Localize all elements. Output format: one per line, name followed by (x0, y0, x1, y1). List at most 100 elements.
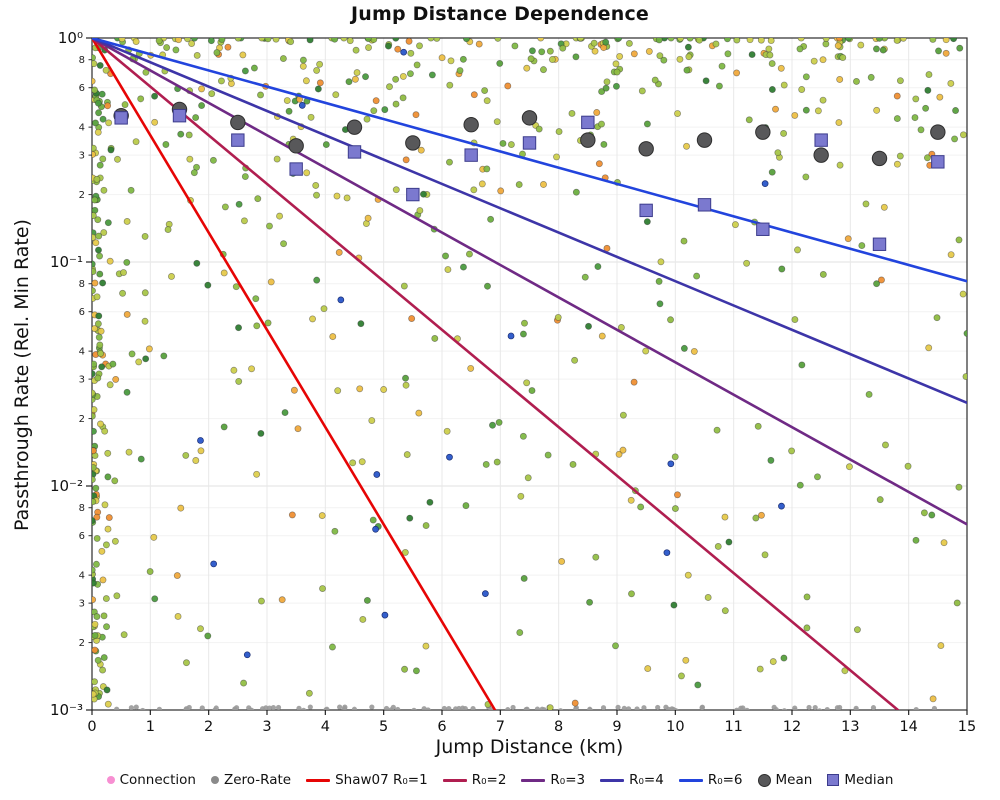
zero-rate-point (744, 707, 750, 710)
connection-point (241, 173, 249, 180)
connection-point (802, 173, 810, 181)
connection-point (95, 109, 103, 117)
zero-rate-point (263, 705, 269, 710)
connection-point (481, 87, 489, 95)
connection-point (602, 84, 610, 92)
connection-point (294, 425, 302, 433)
chart-legend: Connection Zero-Rate Shaw07 R₀=1 R₀=2 R₀=3 R₀… (0, 772, 1000, 788)
connection-point (911, 114, 919, 122)
connection-point (571, 699, 579, 707)
connection-point (92, 268, 97, 275)
connection-point (93, 293, 101, 301)
zero-rate-point (156, 706, 163, 710)
connection-point (313, 191, 320, 199)
connection-point (257, 429, 265, 437)
zero-rate-point (212, 707, 218, 710)
connection-point (682, 656, 690, 664)
zero-rate-point (247, 707, 253, 710)
connection-point (959, 290, 967, 298)
median-point (931, 155, 945, 169)
connection-point (306, 38, 314, 44)
connection-point (392, 186, 400, 194)
connection-point (365, 44, 372, 51)
connection-point (208, 90, 216, 98)
median-point (289, 162, 303, 176)
connection-point (493, 458, 501, 466)
connection-point (693, 272, 701, 280)
connection-point (232, 283, 240, 291)
connection-point (392, 38, 400, 42)
connection-point (92, 690, 97, 698)
connection-point (963, 329, 967, 337)
connection-point (394, 45, 402, 53)
connection-point (685, 53, 693, 61)
connection-point (656, 52, 664, 60)
y-tick-label: 10⁰ (58, 29, 83, 47)
zero-rate-point (505, 707, 511, 710)
legend-item: R₀=6 (678, 772, 743, 788)
x-tick-label: 14 (899, 719, 917, 735)
connection-point (104, 102, 112, 110)
connection-point (853, 78, 860, 85)
connection-point (92, 579, 97, 587)
zero-rate-point (913, 706, 919, 710)
connection-point (940, 539, 948, 547)
x-tick-label: 11 (724, 719, 742, 735)
connection-point (612, 642, 619, 650)
connection-point (780, 654, 788, 662)
connection-point (207, 38, 215, 45)
zero-rate-point (383, 705, 390, 710)
zero-rate-point (541, 707, 547, 710)
connection-point (947, 251, 955, 259)
connection-point (92, 370, 96, 378)
connection-point (125, 448, 133, 456)
connection-point (283, 97, 291, 104)
connection-point (774, 149, 782, 157)
connection-point (942, 38, 950, 44)
connection-point (546, 704, 554, 710)
connection-point (819, 56, 827, 64)
zero-rate-point (296, 705, 302, 710)
connection-point (92, 144, 97, 152)
connection-point (603, 78, 611, 86)
median-point (581, 115, 595, 130)
y-minor-tick-label: 8 (79, 279, 85, 290)
connection-point (814, 107, 822, 115)
mean-point (755, 124, 771, 140)
connection-point (428, 71, 436, 79)
connection-point (482, 461, 490, 468)
zero-rate-point (232, 706, 238, 710)
connection-point (768, 86, 776, 93)
connection-point (254, 195, 262, 203)
median-point (172, 108, 187, 123)
connection-point (694, 681, 702, 689)
legend-item: Mean (757, 772, 812, 788)
connection-point (535, 125, 543, 133)
zero-rate-point (870, 705, 877, 710)
connection-point (671, 453, 679, 461)
connection-point (94, 128, 102, 136)
connection-point (329, 643, 336, 651)
connection-point (955, 483, 963, 491)
model-line-r0-2 (92, 38, 900, 710)
connection-point (657, 258, 665, 266)
y-minor-tick-label: 6 (79, 531, 85, 542)
connection-point (123, 218, 131, 225)
x-tick-label: 12 (783, 719, 801, 735)
connection-point (103, 686, 111, 694)
connection-point (96, 61, 104, 69)
connection-point (92, 233, 97, 241)
connection-point (316, 79, 324, 87)
zero-rate-point (351, 706, 358, 710)
connection-point (920, 509, 928, 517)
connection-point (841, 667, 849, 675)
median-point (114, 111, 128, 125)
connection-point (97, 350, 105, 357)
connection-point (873, 45, 880, 53)
connection-point (392, 100, 400, 108)
mean-point (346, 119, 363, 135)
connection-point (96, 341, 104, 349)
y-tick-label: 10⁻¹ (50, 253, 83, 271)
connection-point (733, 38, 741, 44)
connection-point (150, 533, 158, 541)
